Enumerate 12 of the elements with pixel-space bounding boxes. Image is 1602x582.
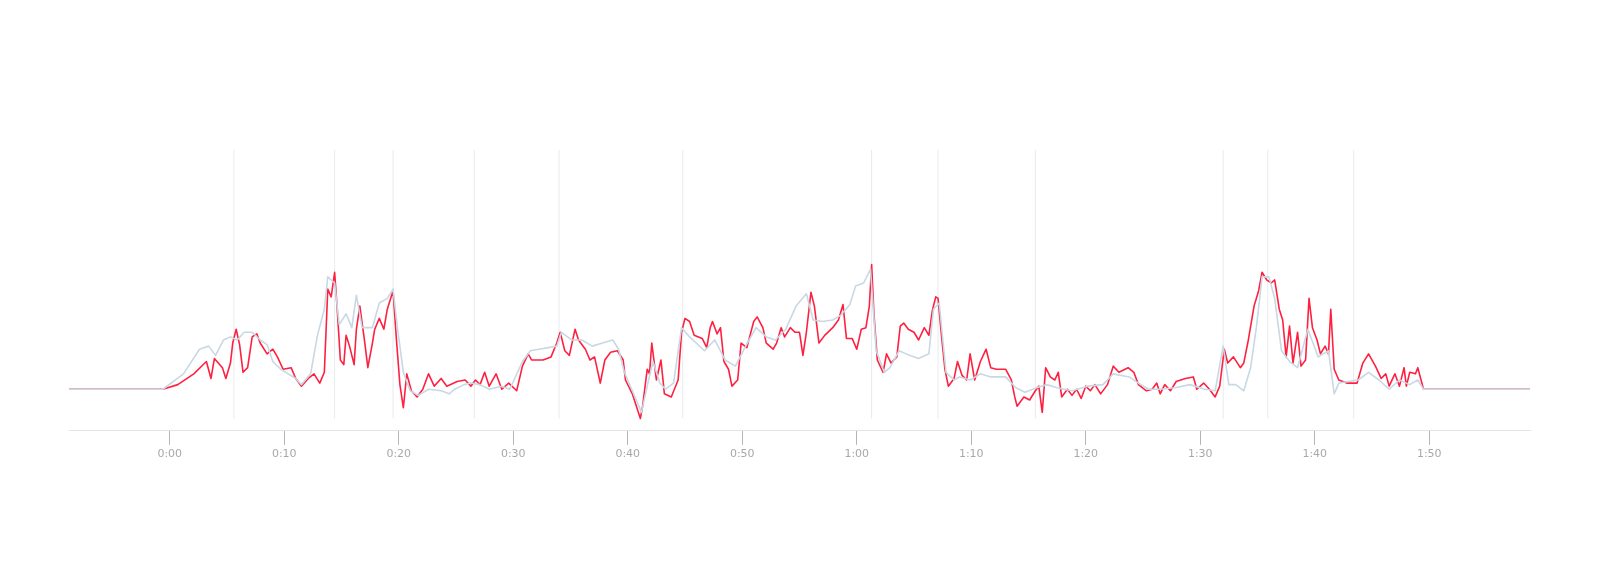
x-tick-label: 1:20 bbox=[1073, 447, 1099, 461]
x-tick-label: 1:40 bbox=[1302, 447, 1328, 461]
x-tick-label: 0:30 bbox=[500, 447, 526, 461]
x-tick-label: 0:00 bbox=[157, 447, 183, 461]
x-tick-label: 0:20 bbox=[386, 447, 412, 461]
x-tick-label: 1:00 bbox=[844, 447, 870, 461]
x-tick-label: 1:10 bbox=[958, 447, 984, 461]
x-tick-label: 1:30 bbox=[1187, 447, 1213, 461]
x-tick-label: 0:50 bbox=[729, 447, 755, 461]
x-tick-label: 0:10 bbox=[271, 447, 297, 461]
x-tick-label: 0:40 bbox=[615, 447, 641, 461]
x-tick-label: 1:50 bbox=[1416, 447, 1442, 461]
